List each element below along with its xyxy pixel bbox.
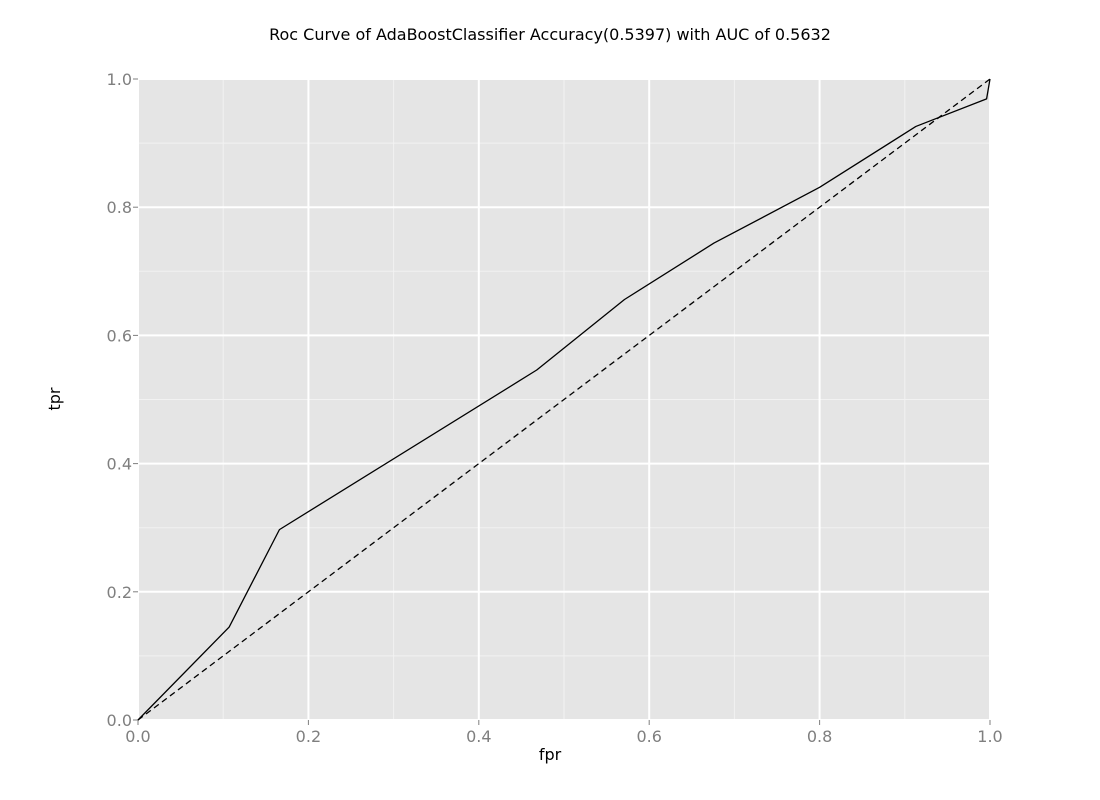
y-axis-label: tpr [45, 387, 64, 410]
y-tick-label: 0.4 [107, 455, 132, 474]
x-tick-label: 0.0 [125, 727, 150, 746]
grid-lines [137, 78, 991, 721]
y-tick-label: 0.2 [107, 583, 132, 602]
x-tick-label: 0.8 [807, 727, 832, 746]
chance-diagonal-line [137, 78, 991, 721]
chart-title: Roc Curve of AdaBoostClassifier Accuracy… [269, 25, 831, 44]
y-tick-label: 0.6 [107, 326, 132, 345]
x-tick-label: 0.4 [466, 727, 491, 746]
y-tick-label: 0.8 [107, 198, 132, 217]
series-lines [137, 78, 991, 721]
roc-curve-line [137, 78, 991, 721]
x-tick-label: 1.0 [977, 727, 1002, 746]
x-tick-label: 0.2 [296, 727, 321, 746]
x-tick-label: 0.6 [636, 727, 661, 746]
y-tick-label: 1.0 [107, 70, 132, 89]
x-axis-label: fpr [539, 745, 562, 764]
y-tick-label: 0.0 [107, 711, 132, 730]
axis-ticks: 0.0 0.2 0.4 0.6 0.8 1.0 0.0 0.2 0.4 0.6 0.8 1.0 [107, 70, 1003, 746]
